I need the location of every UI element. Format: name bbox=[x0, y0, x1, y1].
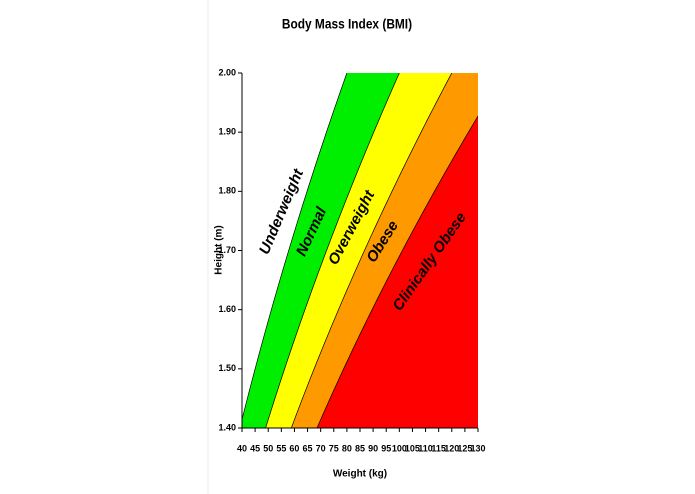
x-tick-label: 120 bbox=[444, 443, 459, 453]
y-tick-label: 1.70 bbox=[218, 245, 236, 255]
y-tick-label: 2.00 bbox=[218, 67, 236, 77]
x-tick-label: 55 bbox=[276, 443, 286, 453]
bmi-zone bbox=[316, 116, 478, 428]
x-tick-label: 100 bbox=[392, 443, 407, 453]
x-tick-label: 115 bbox=[431, 443, 446, 453]
y-tick-label: 1.60 bbox=[218, 304, 236, 314]
y-tick-label: 1.90 bbox=[218, 127, 236, 137]
x-axis-label: Weight (kg) bbox=[333, 469, 387, 480]
bmi-boundary bbox=[290, 73, 453, 428]
y-tick-label: 1.50 bbox=[218, 363, 236, 373]
x-tick-label: 85 bbox=[355, 443, 365, 453]
x-tick-label: 95 bbox=[381, 443, 391, 453]
x-tick-label: 105 bbox=[405, 443, 420, 453]
plot-area bbox=[242, 73, 478, 428]
x-tick-label: 80 bbox=[342, 443, 352, 453]
x-tick-label: 70 bbox=[316, 443, 326, 453]
y-tick-label: 1.40 bbox=[218, 422, 236, 432]
x-tick-label: 110 bbox=[418, 443, 433, 453]
y-tick-label: 1.80 bbox=[218, 186, 236, 196]
x-tick-label: 65 bbox=[303, 443, 313, 453]
bmi-boundary bbox=[265, 73, 400, 428]
x-tick-label: 50 bbox=[263, 443, 273, 453]
bmi-boundary bbox=[242, 73, 348, 422]
chart-title: Body Mass Index (BMI) bbox=[282, 16, 412, 32]
bmi-boundary bbox=[316, 115, 478, 428]
x-tick-label: 45 bbox=[250, 443, 260, 453]
y-axis-label: Height (m) bbox=[214, 225, 225, 274]
x-tick-label: 90 bbox=[368, 443, 378, 453]
x-tick-label: 125 bbox=[457, 443, 472, 453]
x-tick-label: 60 bbox=[289, 443, 299, 453]
x-tick-label: 130 bbox=[470, 443, 485, 453]
x-tick-label: 40 bbox=[237, 443, 247, 453]
x-tick-label: 75 bbox=[329, 443, 339, 453]
